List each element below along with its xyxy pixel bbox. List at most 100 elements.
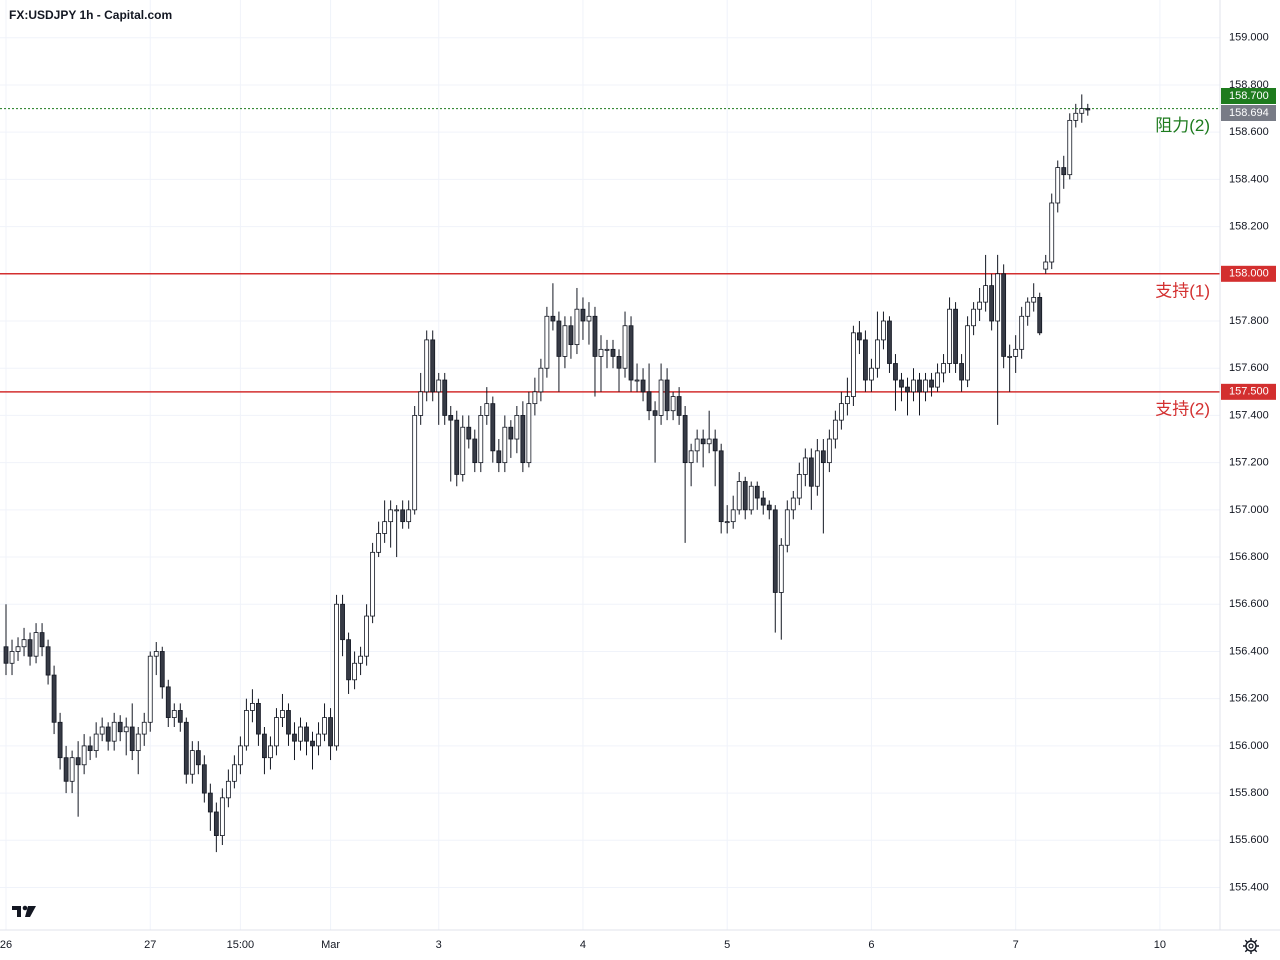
candle-body: [977, 301, 983, 310]
candle-body: [959, 363, 964, 381]
candle-body: [274, 717, 279, 747]
candle-body: [454, 419, 460, 475]
candle-body: [153, 651, 159, 657]
x-tick-label: 10: [1154, 939, 1166, 951]
candle-body: [730, 509, 736, 523]
candle-body: [304, 726, 309, 742]
candle-body: [808, 457, 814, 487]
x-tick-label: 15:00: [227, 939, 255, 951]
candles: [3, 94, 1091, 853]
candle-body: [688, 450, 694, 464]
candle-body: [664, 379, 670, 412]
candle-body: [887, 320, 892, 364]
candle-body: [21, 639, 27, 648]
candle-body: [532, 391, 538, 405]
candle-body: [832, 419, 838, 440]
price-label-box: [1221, 265, 1276, 282]
candle-body: [316, 733, 321, 747]
y-tick-label: 158.200: [1229, 221, 1269, 233]
candle-body: [1019, 315, 1025, 350]
candle-body: [742, 481, 748, 511]
candle-body: [1061, 167, 1067, 176]
candle-body: [941, 363, 946, 374]
candle-body: [790, 497, 796, 511]
candle-body: [784, 509, 790, 546]
candle-body: [850, 332, 856, 397]
candle-body: [592, 315, 598, 357]
candle-body: [1073, 112, 1079, 121]
candle-body: [286, 710, 291, 735]
candle-body: [1055, 167, 1061, 204]
y-tick-label: 155.600: [1229, 834, 1269, 846]
candle-body: [712, 438, 718, 452]
y-tick-label: 157.400: [1229, 409, 1269, 421]
candle-body: [610, 348, 616, 357]
x-tick-label: 3: [436, 939, 442, 951]
candle-body: [526, 403, 532, 464]
candle-body: [586, 315, 592, 322]
candle-body: [472, 438, 478, 464]
candle-body: [917, 379, 922, 393]
candle-body: [844, 396, 850, 405]
candle-body: [484, 403, 490, 416]
candle-body: [328, 717, 333, 747]
candle-body: [670, 396, 676, 412]
settings-icon[interactable]: [1243, 938, 1259, 954]
candle-body: [141, 721, 147, 735]
candle-body: [45, 646, 51, 676]
candle-body: [201, 764, 207, 794]
candle-body: [574, 308, 580, 346]
candle-body: [225, 780, 231, 799]
candle-body: [388, 509, 394, 523]
candle-body: [1007, 356, 1013, 358]
chart-title: FX:USDJPY 1h - Capital.com: [9, 8, 172, 22]
candle-body: [1043, 261, 1049, 270]
price-label: 158.000: [1229, 268, 1269, 280]
candle-body: [899, 379, 904, 388]
candle-body: [57, 721, 63, 759]
tv-logo[interactable]: [12, 905, 36, 917]
candle-body: [640, 379, 646, 393]
candle-body: [971, 308, 976, 327]
candle-body: [135, 733, 141, 752]
candle-body: [159, 651, 165, 688]
candle-body: [244, 710, 249, 747]
price-label-box: [1221, 87, 1276, 104]
candle-body: [682, 415, 688, 464]
candle-body: [123, 726, 129, 733]
candle-body: [418, 391, 424, 416]
candle-body: [69, 757, 75, 782]
candle-body: [436, 379, 442, 393]
candle-body: [298, 726, 303, 742]
candle-body: [736, 481, 742, 511]
candle-body: [995, 273, 1001, 322]
candle-body: [706, 438, 712, 445]
candle-body: [568, 325, 574, 346]
candle-body: [929, 379, 934, 388]
candle-body: [358, 655, 363, 664]
x-tick-label: 6: [868, 939, 874, 951]
candle-body: [268, 745, 273, 759]
candle-body: [634, 379, 640, 382]
y-tick-label: 158.600: [1229, 126, 1269, 138]
candle-body: [1085, 108, 1091, 111]
candle-body: [562, 325, 568, 357]
y-tick-label: 157.800: [1229, 315, 1269, 327]
y-tick-label: 156.400: [1229, 645, 1269, 657]
candle-body: [893, 363, 898, 381]
candle-body: [478, 415, 484, 464]
last-price-box: [1221, 104, 1276, 121]
candle-body: [370, 551, 376, 617]
candle-body: [826, 438, 832, 464]
candle-body: [1025, 301, 1031, 317]
candle-body: [442, 379, 448, 416]
candle-body: [250, 703, 255, 711]
candle-body: [694, 438, 700, 452]
price-label-box: [1221, 383, 1276, 400]
candle-body: [1037, 297, 1043, 334]
candle-body: [802, 457, 808, 475]
candle-body: [111, 721, 117, 742]
candle-body: [75, 757, 81, 766]
candle-body: [754, 485, 760, 499]
